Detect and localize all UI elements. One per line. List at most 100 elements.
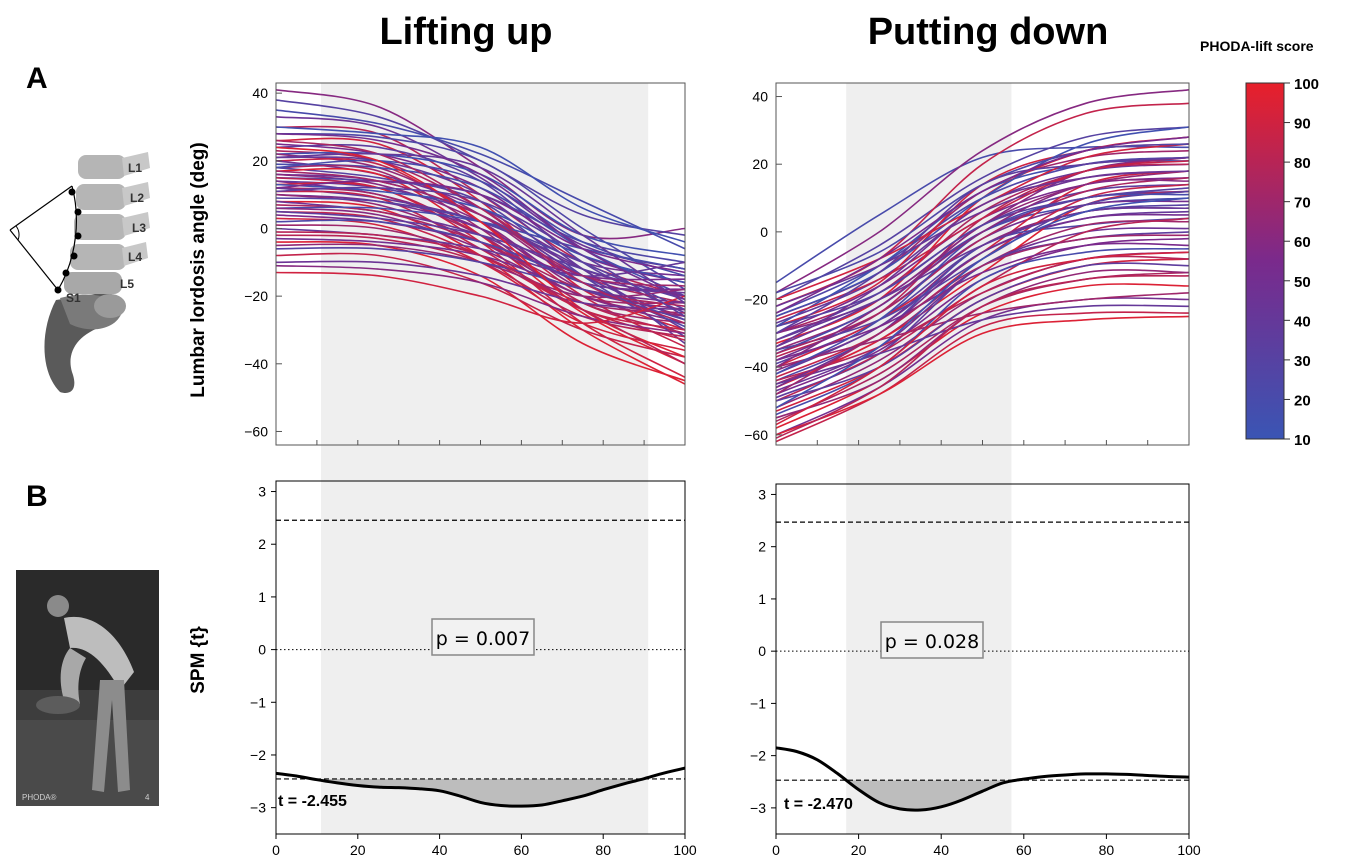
y-tick-label: −3 — [750, 800, 766, 816]
series-line — [276, 132, 685, 301]
x-tick-label: 40 — [933, 842, 949, 858]
series-line — [776, 315, 1189, 436]
series-line — [776, 206, 1189, 341]
spm-curve — [775, 746, 1190, 812]
series-line — [776, 176, 1189, 355]
colorbar-tick-label: 20 — [1294, 392, 1311, 409]
colorbar-tick-label: 90 — [1294, 116, 1311, 133]
shaded-region-putting — [846, 83, 1012, 834]
series-line — [276, 193, 685, 297]
photo-caption: PHODA® — [22, 793, 56, 802]
y-tick-label: −1 — [250, 694, 266, 710]
series-line — [276, 109, 685, 250]
vertebra-label-l5: L5 — [120, 277, 134, 291]
x-tick-label: 100 — [1177, 842, 1201, 858]
series-line — [776, 304, 1189, 385]
colorbar-tick-label: 50 — [1294, 274, 1311, 291]
title-lifting-up: Lifting up — [379, 11, 552, 53]
t-threshold-putting: t = -2.470 — [784, 796, 853, 813]
series-line — [276, 264, 685, 335]
series-line — [776, 292, 1189, 368]
y-tick-label: 1 — [758, 591, 766, 607]
spine-illustration: L1 L2 L3 L4 L5 S1 — [9, 152, 150, 394]
series-line — [276, 159, 685, 277]
x-tick-label: 80 — [595, 842, 611, 858]
series-line — [776, 126, 1189, 318]
axes-frame — [275, 480, 686, 835]
y-tick-label: 20 — [252, 153, 268, 169]
y-tick-label: −2 — [750, 748, 766, 764]
series-line — [776, 255, 1189, 382]
x-tick-label: 40 — [432, 842, 448, 858]
t-threshold-lifting: t = -2.455 — [278, 793, 347, 810]
x-tick-label: 0 — [772, 842, 780, 858]
suprathreshold-cluster — [846, 780, 1017, 811]
y-tick-label: 2 — [258, 536, 266, 552]
y-tick-label: −60 — [744, 427, 768, 443]
series-line — [776, 311, 1189, 443]
series-line — [776, 170, 1189, 348]
colorbar-tick-label: 70 — [1294, 195, 1311, 212]
series-line — [776, 234, 1189, 395]
series-line — [776, 136, 1189, 314]
y-tick-label: 40 — [252, 85, 268, 101]
series-line — [276, 180, 685, 274]
vertebra-label-s1: S1 — [66, 291, 81, 305]
series-line — [276, 132, 685, 291]
series-line — [776, 126, 1189, 301]
photo-number: 4 — [145, 793, 150, 802]
x-tick-label: 60 — [514, 842, 530, 858]
panel-letter-b: B — [26, 480, 48, 513]
colorbar-tick-label: 80 — [1294, 155, 1311, 172]
panel-letter-a: A — [26, 62, 48, 95]
phoda-photo: PHODA® 4 — [16, 570, 159, 806]
y-tick-label: −1 — [750, 695, 766, 711]
y-tick-label: −2 — [250, 747, 266, 763]
y-tick-label: 0 — [760, 224, 768, 240]
plot-putting-spm: 3 2 1 0 −1 −2 −3 0 20 40 60 80 100 — [750, 483, 1201, 858]
y-tick-label: 0 — [758, 643, 766, 659]
series-line — [276, 260, 685, 311]
y-tick-label: −40 — [744, 359, 768, 375]
p-value-box-putting: p = 0.028 — [880, 621, 984, 659]
spm-curve — [275, 766, 686, 808]
y-tick-label: −40 — [244, 356, 268, 372]
y-tick-label: 3 — [758, 486, 766, 502]
plot-putting-lordosis: 40 20 0 −20 −40 −60 — [744, 82, 1190, 446]
ylabel-spm: SPM {t} — [188, 626, 209, 694]
series-line — [276, 271, 685, 325]
plot-lifting-lordosis: 40 20 0 −20 −40 −60 — [244, 82, 686, 446]
y-tick-label: 20 — [752, 156, 768, 172]
y-tick-label: 3 — [258, 484, 266, 500]
plot-lifting-spm: 3 2 1 0 −1 −2 −3 0 20 40 60 80 100 — [250, 480, 697, 858]
series-line — [776, 178, 1189, 368]
series-line — [776, 262, 1189, 402]
y-tick-label: −60 — [244, 423, 268, 439]
series-line — [776, 251, 1189, 426]
colorbar-tick-label: 10 — [1294, 432, 1311, 449]
colorbar-tick-label: 100 — [1294, 76, 1319, 93]
series-line — [776, 274, 1189, 439]
y-tick-label: −20 — [744, 292, 768, 308]
p-value-putting: p = 0.028 — [885, 631, 979, 653]
y-tick-label: −3 — [250, 800, 266, 816]
series-line — [276, 186, 685, 318]
p-value-box-lifting: p = 0.007 — [431, 618, 535, 656]
colorbar-tick-label: 30 — [1294, 353, 1311, 370]
y-tick-label: 2 — [758, 539, 766, 555]
vertebra-label-l1: L1 — [128, 161, 142, 175]
y-tick-label: 40 — [752, 89, 768, 105]
x-tick-label: 20 — [851, 842, 867, 858]
series-line — [276, 170, 685, 287]
shaded-regions — [320, 83, 1012, 834]
ylabel-lordosis: Lumbar lordosis angle (deg) — [188, 142, 209, 397]
vertebra-label-l3: L3 — [132, 221, 146, 235]
y-tick-label: 0 — [260, 220, 268, 236]
y-tick-label: 0 — [258, 642, 266, 658]
y-tick-label: −20 — [244, 288, 268, 304]
series-line — [776, 197, 1189, 409]
series-line — [276, 126, 685, 243]
colorbar-gradient — [1245, 82, 1285, 440]
series-line — [776, 89, 1189, 294]
